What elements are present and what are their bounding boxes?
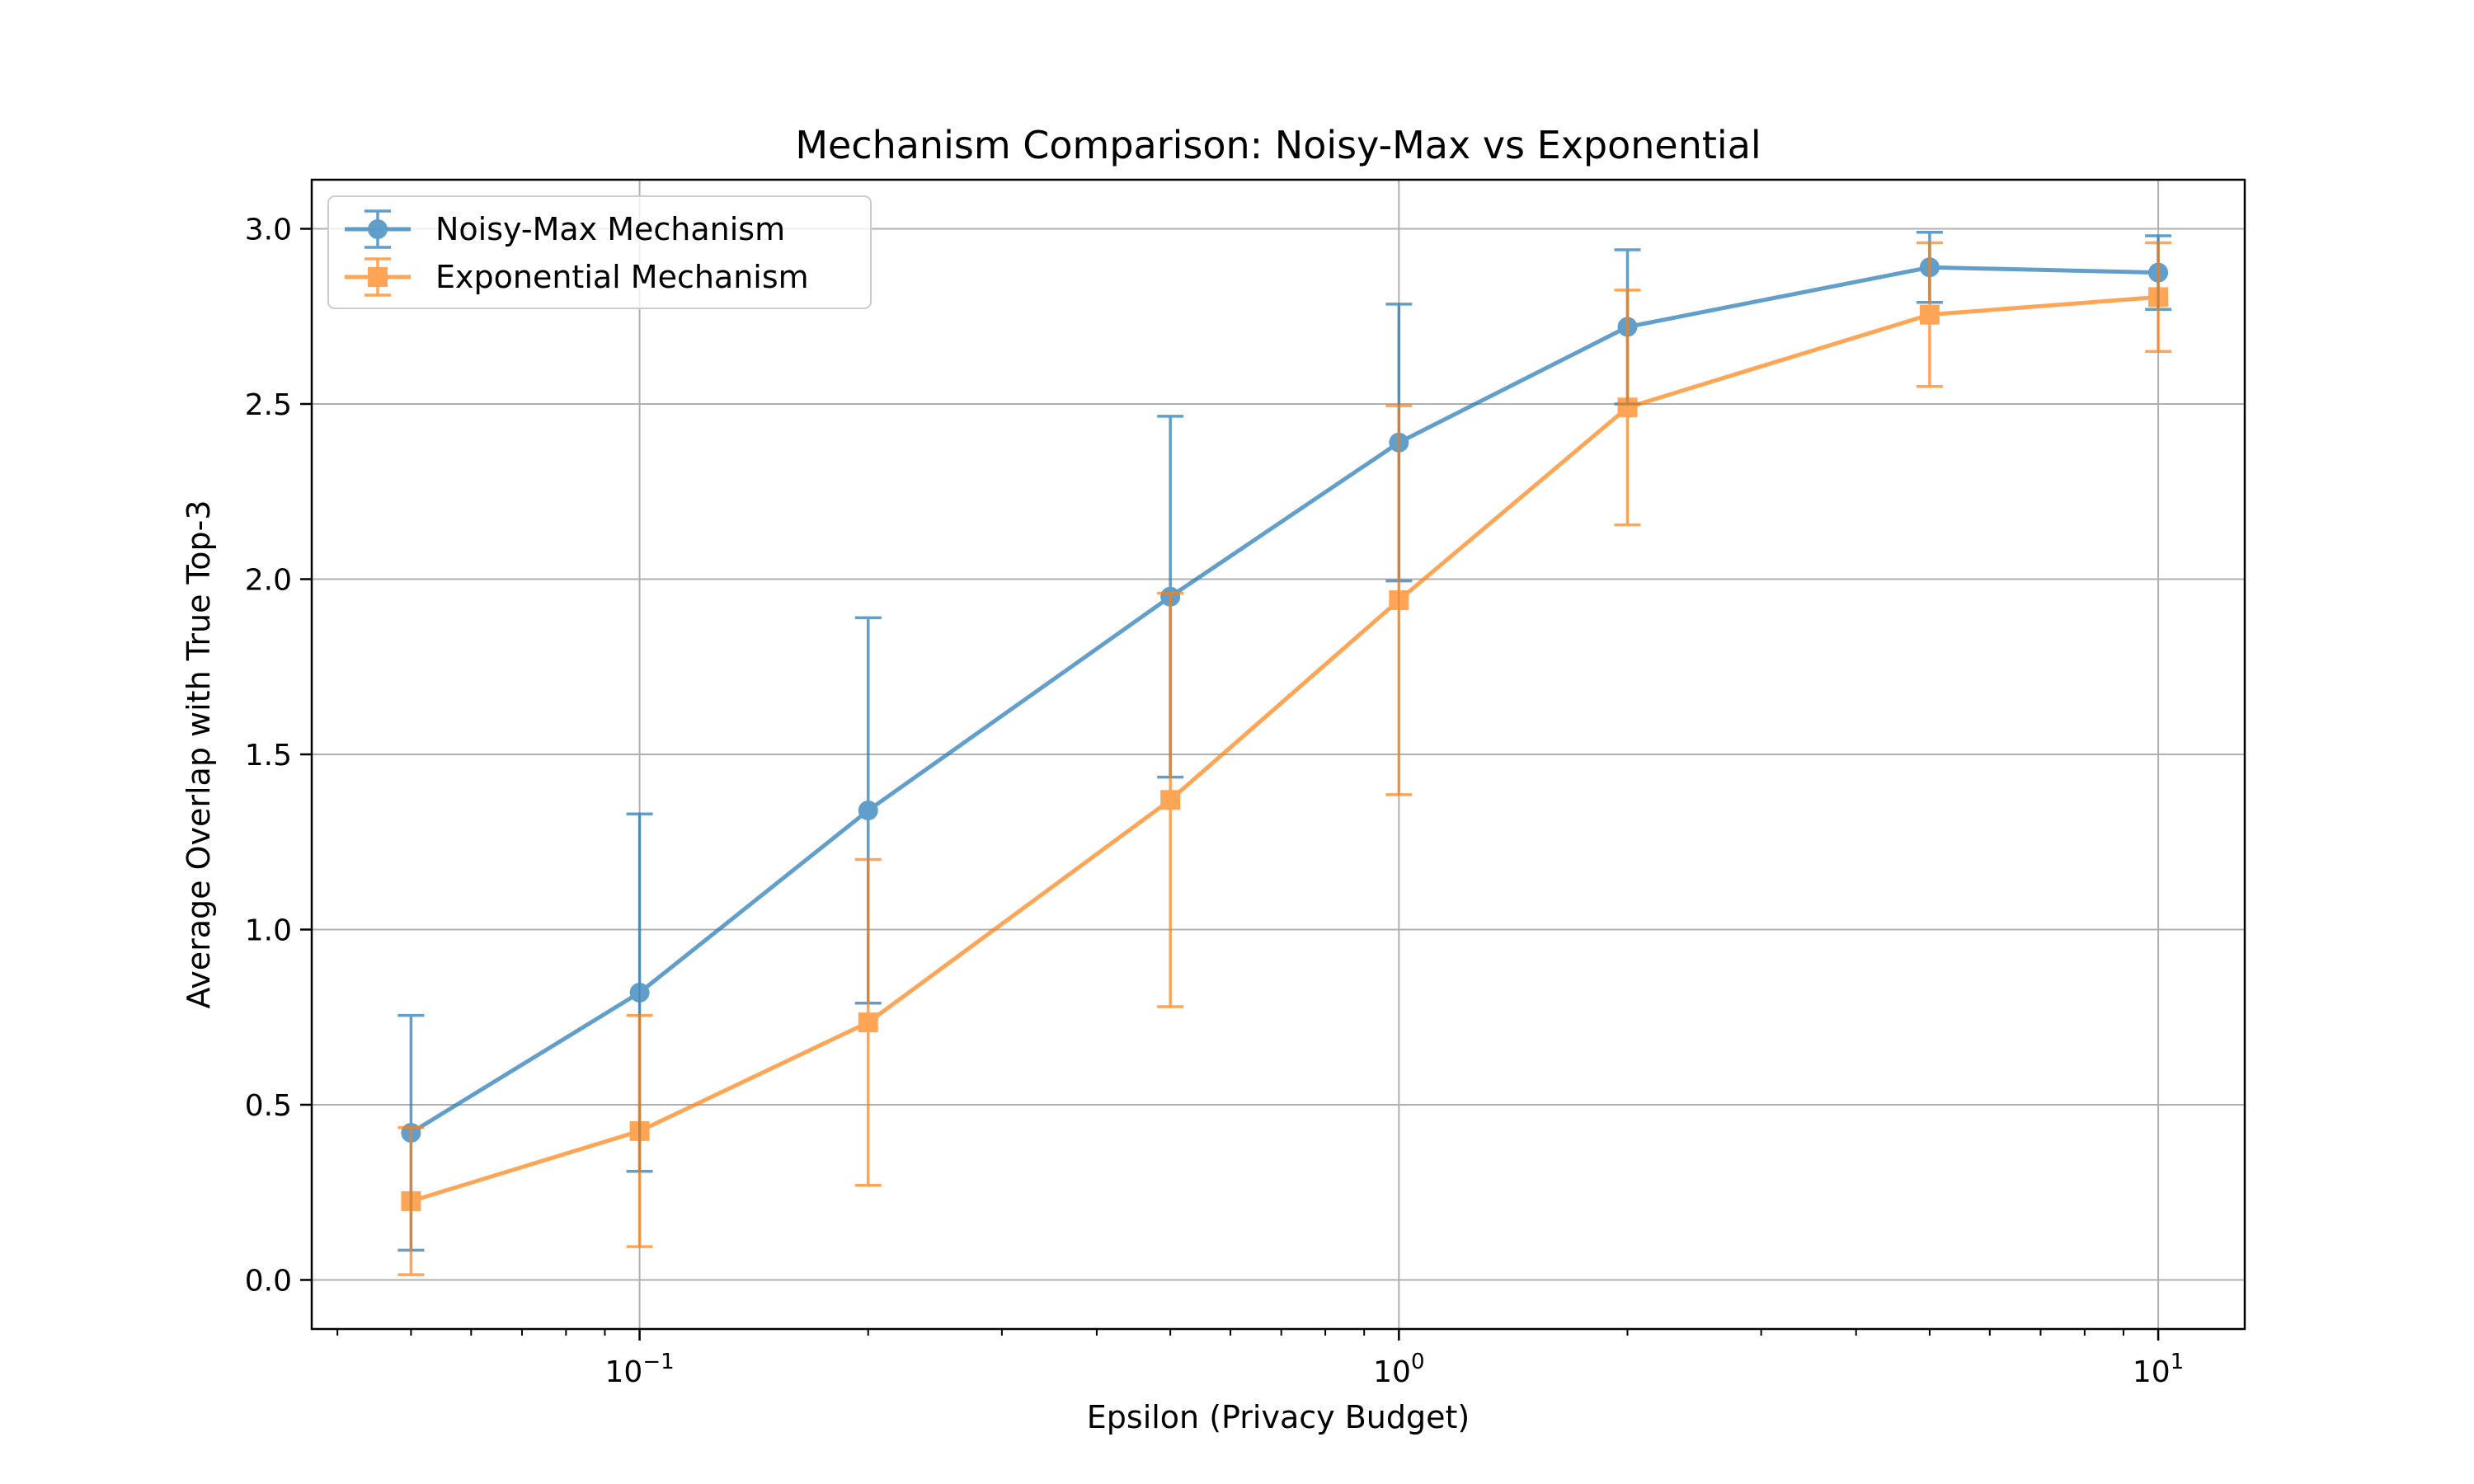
series-2 [397,241,2172,1276]
y-tick-label: 0.5 [245,1089,292,1123]
legend-label: Exponential Mechanism [435,259,809,295]
y-tick-label: 1.0 [245,914,292,948]
data-point [1389,590,1409,610]
data-point [629,1120,650,1141]
x-tick-label: 10−1 [605,1350,675,1389]
data-point [1160,790,1181,810]
legend-box [327,195,872,309]
legend-label: Noisy-Max Mechanism [435,211,785,247]
y-axis-label: Average Overlap with True Top-3 [181,500,217,1008]
y-tick-label: 3.0 [245,214,292,247]
data-point [401,1190,421,1211]
data-point [629,983,650,1003]
chart-title: Mechanism Comparison: Noisy-Max vs Expon… [795,123,1761,167]
series-line [410,265,2159,1135]
data-point [858,1012,878,1033]
data-point [2148,287,2169,308]
y-tick-label: 2.0 [245,564,292,598]
axis-ticks: 0.0 0.5 1.0 1.5 2.0 2.5 3.0 10−1 100 101 [245,214,2185,1390]
x-tick-label: 100 [1373,1350,1424,1389]
x-tick-label: 101 [2133,1350,2184,1389]
data-point [1919,304,1940,325]
y-tick-label: 0.0 [245,1265,292,1298]
legend: Noisy-Max Mechanism Exponential Mechanism [327,195,872,309]
series-layer [397,231,2172,1276]
series-line [410,294,2159,1204]
y-tick-label: 1.5 [245,739,292,773]
legend-item [345,257,411,297]
data-point [1617,397,1638,418]
data-point [858,801,878,820]
legend-marker [368,219,388,239]
y-tick-label: 2.5 [245,388,292,422]
x-axis-label: Epsilon (Privacy Budget) [1087,1399,1470,1435]
legend-item [345,209,411,249]
legend-marker [368,267,388,287]
